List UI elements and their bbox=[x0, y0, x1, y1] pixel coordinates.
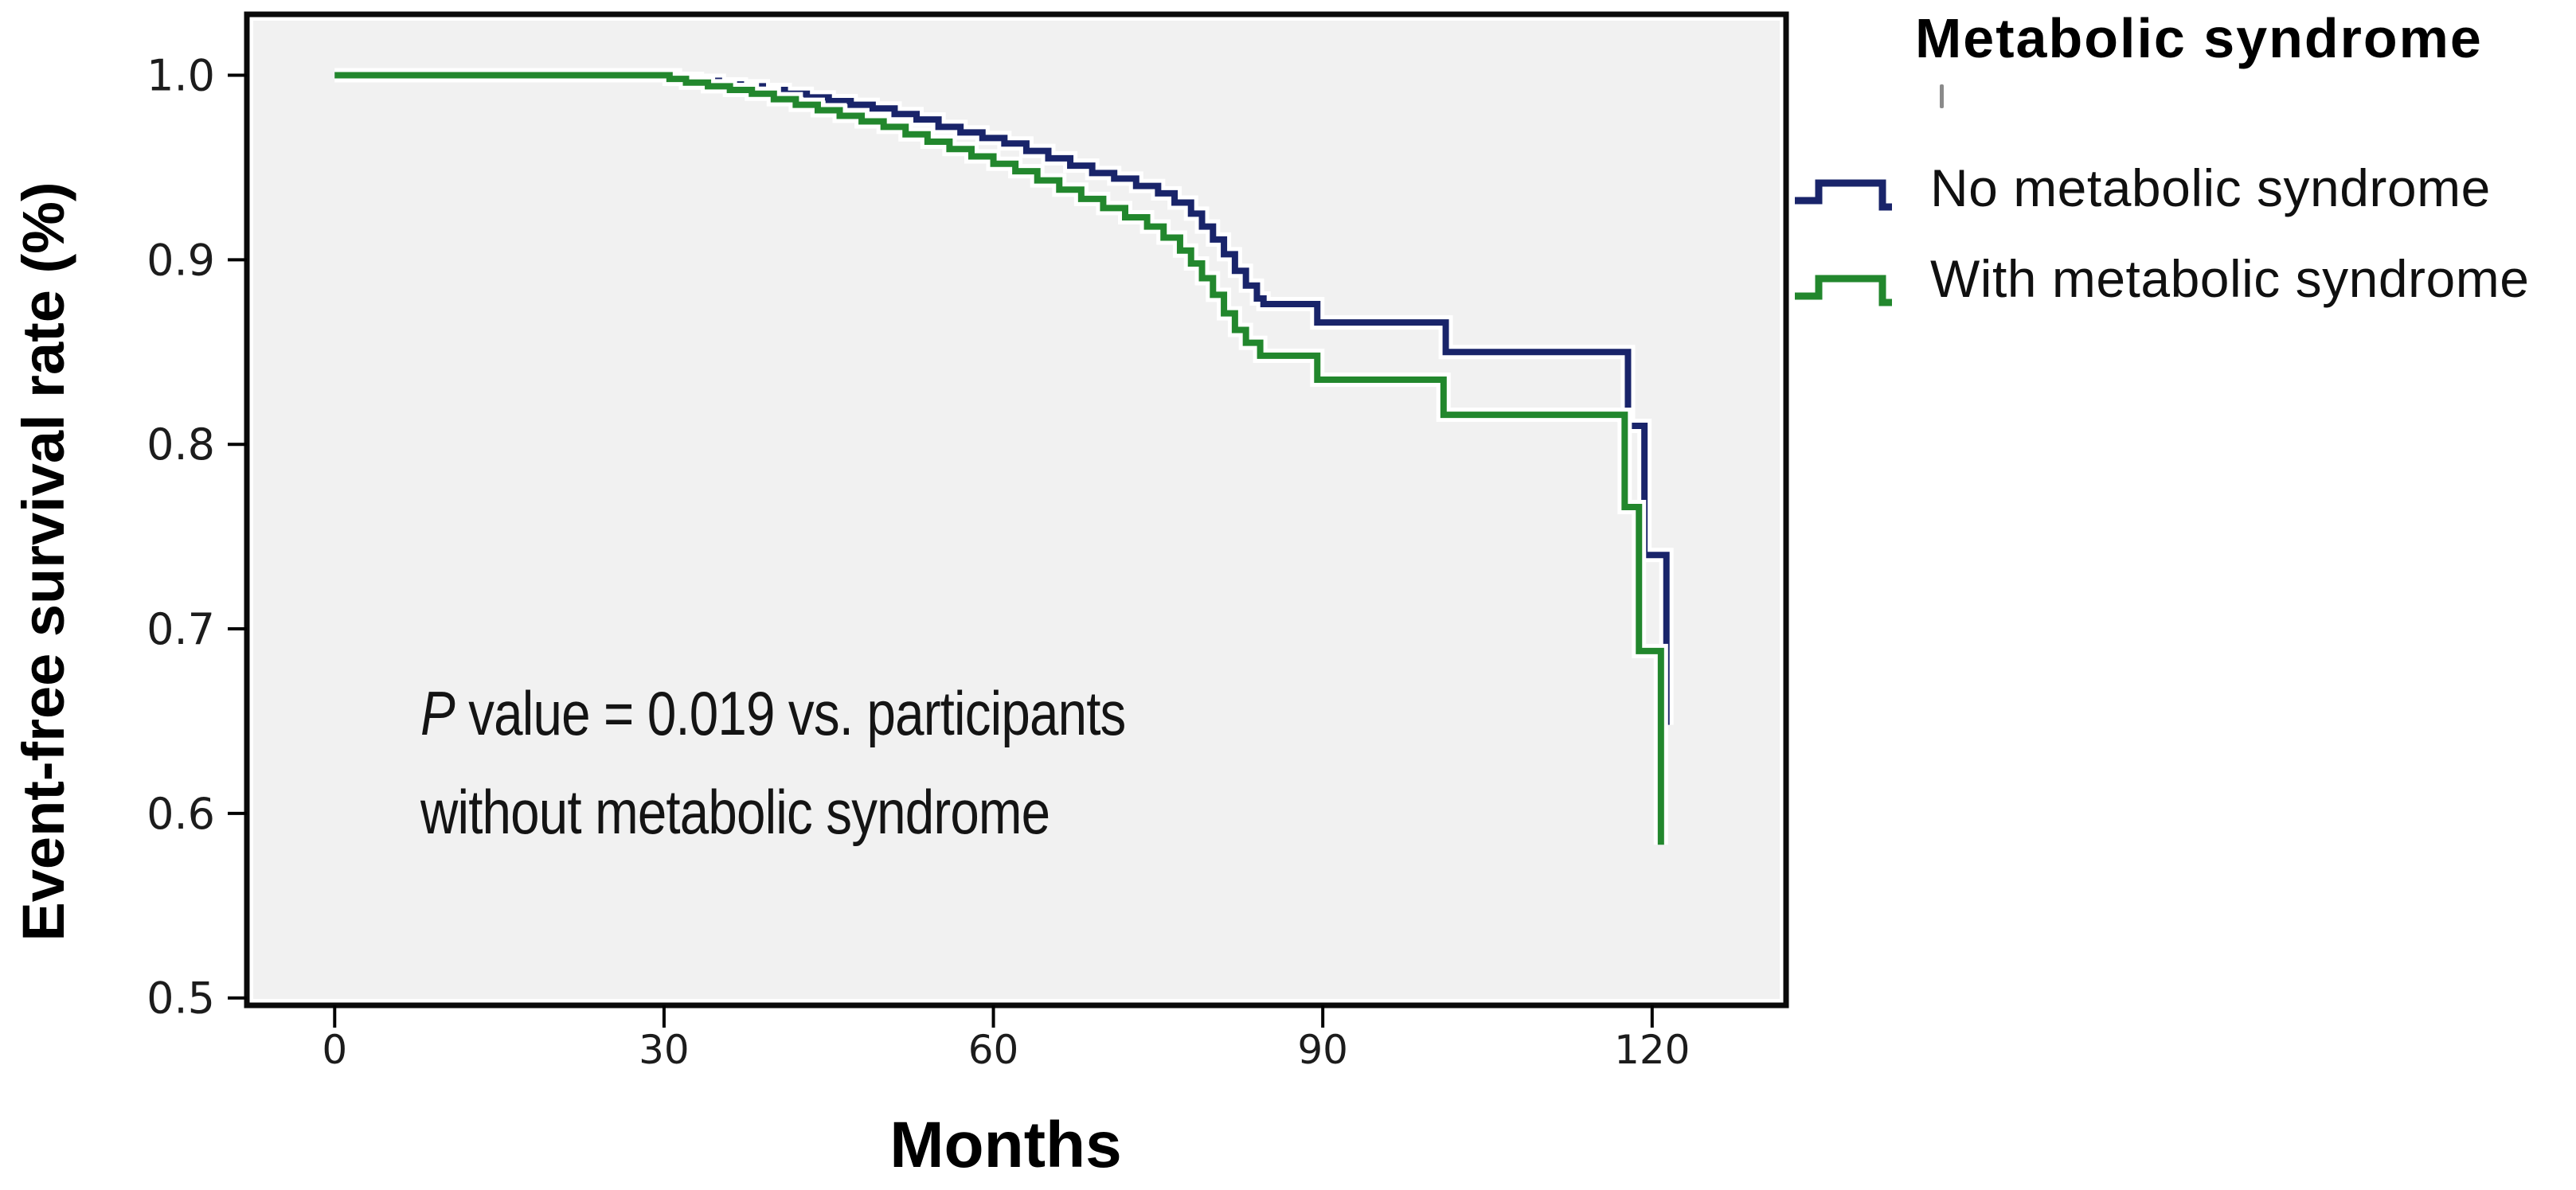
stray-tick-mark bbox=[1940, 84, 1944, 108]
y-tick-label: 0.5 bbox=[147, 973, 215, 1024]
y-tick-label: 0.9 bbox=[147, 235, 215, 285]
p-value-line1: P value = 0.019 vs. participants bbox=[420, 664, 1126, 763]
y-axis-label: Event-free survival rate (%) bbox=[10, 181, 76, 942]
x-tick-label: 120 bbox=[1614, 1027, 1690, 1073]
p-value-annotation: P value = 0.019 vs. participants without… bbox=[420, 664, 1126, 861]
plot-background bbox=[253, 21, 1780, 999]
legend-item-no-mets: No metabolic syndrome bbox=[1930, 158, 2491, 217]
x-tick-label: 0 bbox=[322, 1027, 347, 1073]
with-mets-step-icon bbox=[1795, 275, 1892, 306]
x-tick-label: 60 bbox=[968, 1027, 1019, 1073]
x-tick-label: 90 bbox=[1297, 1027, 1348, 1073]
plot-border bbox=[244, 11, 1789, 1009]
y-tick-label: 0.6 bbox=[147, 789, 215, 839]
legend-item-with-mets: With metabolic syndrome bbox=[1930, 249, 2530, 308]
no-mets-step-icon bbox=[1795, 179, 1892, 211]
legend-title: Metabolic syndrome bbox=[1915, 7, 2483, 69]
y-tick-label: 0.7 bbox=[147, 604, 215, 654]
p-symbol: P bbox=[420, 678, 455, 748]
y-tick-label: 0.8 bbox=[147, 419, 215, 470]
x-axis-label: Months bbox=[889, 1109, 1122, 1181]
y-tick-label: 1.0 bbox=[147, 51, 215, 101]
with-metabolic-syndrome-curve bbox=[334, 72, 1664, 845]
x-tick-label: 30 bbox=[639, 1027, 690, 1073]
p-value-line2: without metabolic syndrome bbox=[420, 777, 1050, 847]
p-value-line1-text: value = 0.019 vs. participants bbox=[454, 678, 1126, 748]
